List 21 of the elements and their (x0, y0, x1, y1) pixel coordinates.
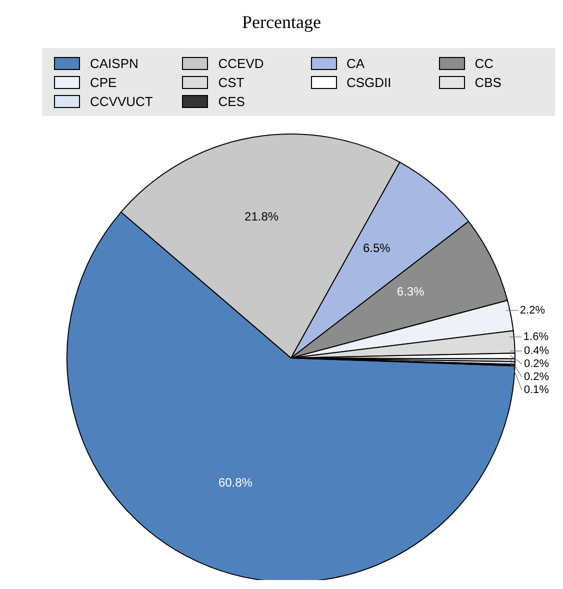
data-label: 0.4% (524, 344, 550, 357)
legend-label: CA (346, 56, 365, 71)
data-label: 21.8% (244, 209, 279, 224)
data-label: 6.5% (362, 240, 391, 255)
data-label: 0.2% (524, 358, 550, 370)
data-label: 60.8% (218, 475, 253, 490)
data-label: 2.2% (520, 304, 546, 316)
data-label: 0.2% (524, 370, 550, 383)
legend-label: CES (218, 94, 245, 109)
data-label: 6.3% (396, 284, 425, 299)
legend-label: CSGDII (346, 75, 392, 90)
data-label: 1.6% (523, 330, 549, 343)
legend-label: CPE (90, 75, 117, 90)
legend-label: CAISPN (90, 56, 138, 71)
legend-label: CCEVD (218, 56, 264, 71)
legend-label: CST (218, 75, 244, 90)
data-label: 0.1% (524, 384, 550, 396)
chart-title: Percentage (241, 12, 322, 33)
legend-label: CBS (474, 75, 502, 90)
legend-label: CC (474, 56, 494, 71)
legend-label: CCVVUCT (90, 94, 153, 109)
